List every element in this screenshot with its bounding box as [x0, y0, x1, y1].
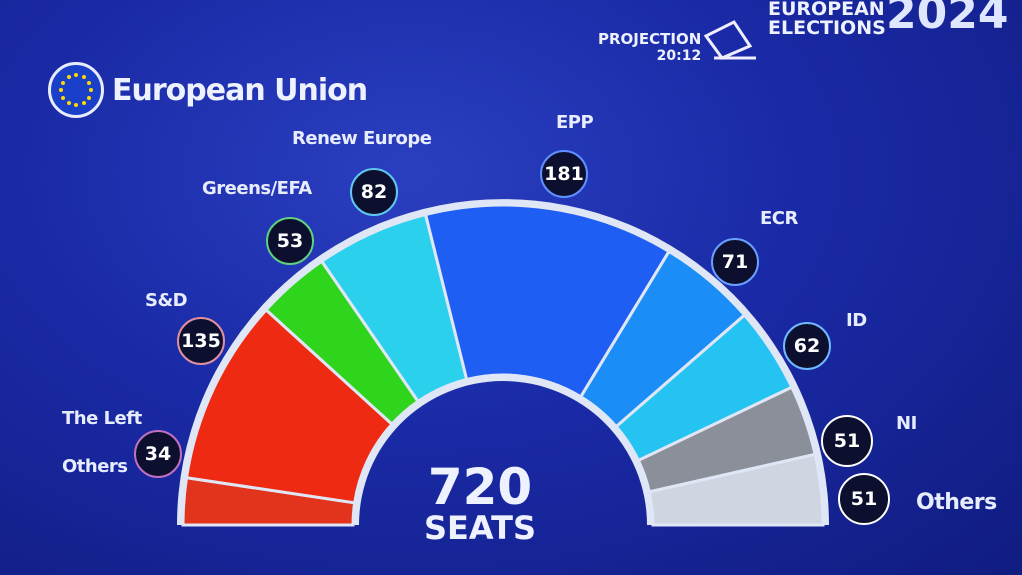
star-icon [74, 103, 78, 107]
star-icon [66, 100, 71, 105]
star-icon [66, 75, 71, 79]
segment-others [647, 452, 825, 527]
projection-block: PROJECTION 20:12 [598, 30, 701, 64]
star-icon [61, 95, 65, 100]
eu-flag-icon [48, 62, 104, 118]
event-year: 2024 [886, 0, 1009, 39]
party-label-id: ID [846, 310, 867, 331]
seat-badge-id: 62 [783, 322, 831, 370]
star-icon [86, 95, 91, 100]
seat-badge-ni: 51 [821, 415, 873, 467]
region-title: European Union [112, 72, 368, 108]
party-label-ecr: ECR [760, 208, 798, 229]
seat-badge-others: 51 [838, 473, 890, 525]
party-label-others: Others [916, 490, 997, 515]
total-block: 720 SEATS [420, 462, 540, 544]
party-label-s-d: S&D [145, 290, 188, 311]
total-seats: 720 [427, 458, 533, 516]
party-label-greens-efa: Greens/EFA [202, 178, 312, 199]
total-unit: SEATS [423, 509, 537, 547]
star-icon [86, 80, 91, 85]
party-label-epp: EPP [556, 112, 594, 133]
star-icon [89, 88, 93, 92]
seat-badge-renew-europe: 82 [350, 168, 398, 216]
event-line2: ELECTIONS [768, 17, 886, 39]
seat-badge-greens-efa: 53 [266, 217, 314, 265]
star-icon [61, 80, 65, 85]
event-title: EUROPEAN ELECTIONS [768, 0, 886, 38]
seat-badge-the-left: 34 [134, 430, 182, 478]
party-label-others-left: Others [62, 456, 128, 477]
star-icon [81, 100, 86, 105]
party-label-ni: NI [896, 413, 917, 434]
event-line1: EUROPEAN [768, 0, 885, 20]
party-label-the-left: The Left [62, 408, 142, 429]
star-icon [74, 73, 78, 77]
party-label-renew-europe: Renew Europe [292, 128, 432, 149]
star-icon [81, 75, 86, 79]
seat-badge-epp: 181 [540, 150, 588, 198]
seat-badge-ecr: 71 [711, 238, 759, 286]
ballot-box-icon [703, 20, 756, 60]
eu-header: European Union [48, 62, 368, 118]
star-icon [59, 88, 63, 92]
seat-badge-s-d: 135 [177, 317, 225, 365]
projection-label: PROJECTION [598, 30, 702, 48]
projection-time: 20:12 [656, 48, 702, 64]
